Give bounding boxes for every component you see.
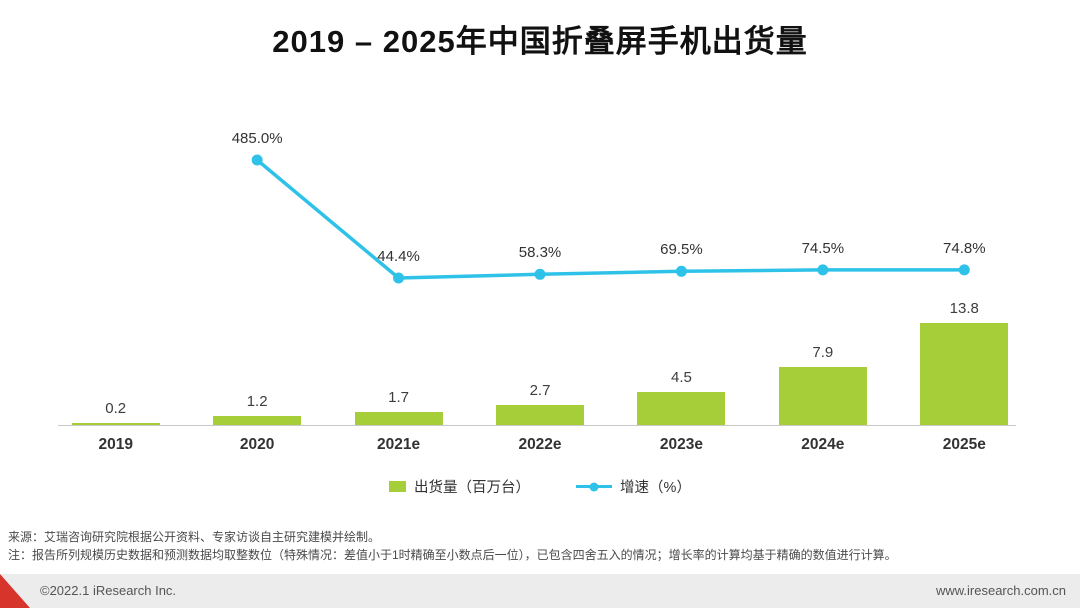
bar-value-label: 2.7	[529, 382, 551, 400]
methodology-note: 注：报告所列规模历史数据和预测数据均取整数位（特殊情况：差值小于1时精确至小数点…	[8, 548, 897, 562]
category-label: 2020	[239, 436, 275, 453]
legend-shipments-label: 出货量（百万台）	[414, 480, 531, 496]
growth-point-label: 69.5%	[660, 241, 703, 259]
legend: 出货量（百万台） 增速（%）	[0, 476, 1080, 497]
x-axis-line	[58, 425, 1016, 426]
bar-value-label: 13.8	[949, 299, 979, 317]
legend-item-growth: 增速（%）	[576, 476, 691, 497]
growth-point-label: 74.5%	[801, 239, 845, 257]
category-label: 2024e	[801, 436, 845, 453]
category-label: 2022e	[518, 436, 562, 453]
legend-item-shipments: 出货量（百万台）	[389, 476, 530, 497]
bar-2019	[71, 423, 160, 425]
copyright-text: ©2022.1 iResearch Inc.	[40, 583, 177, 598]
category-label: 2023e	[659, 436, 703, 453]
category-label: 2025e	[942, 436, 986, 453]
footer-bar: ©2022.1 iResearch Inc. www.iresearch.com…	[0, 574, 1080, 608]
category-label: 2019	[98, 436, 133, 453]
bar-value-label: 1.7	[388, 389, 409, 407]
source-note: 来源：艾瑞咨询研究院根据公开资料、专家访谈自主研究建模并绘制。	[8, 530, 381, 544]
bar-value-label: 0.2	[105, 400, 127, 417]
bar-value-label: 1.2	[246, 393, 268, 411]
website-url: www.iresearch.com.cn	[935, 583, 1066, 598]
bar-2022e	[496, 405, 584, 425]
growth-point-label: 485.0%	[231, 130, 283, 148]
line-swatch-icon	[576, 485, 613, 488]
bar-2023e	[637, 391, 726, 425]
growth-point-label: 74.8%	[943, 239, 986, 257]
category-label: 2021e	[377, 436, 421, 453]
bar-2021e	[354, 412, 443, 425]
growth-point-label: 58.3%	[518, 244, 562, 262]
corner-triangle-icon	[0, 574, 30, 608]
growth-point-label: 44.4%	[377, 248, 420, 265]
legend-growth-label: 增速（%）	[620, 480, 691, 496]
bar-value-label: 4.5	[670, 368, 692, 386]
bar-2025e	[920, 322, 1009, 425]
bar-2020	[213, 416, 302, 425]
bar-swatch-icon	[389, 481, 407, 492]
chart-title: 2019 – 2025年中国折叠屏手机出货量	[272, 24, 808, 59]
bar-2024e	[778, 366, 867, 425]
bar-value-label: 7.9	[812, 343, 834, 361]
